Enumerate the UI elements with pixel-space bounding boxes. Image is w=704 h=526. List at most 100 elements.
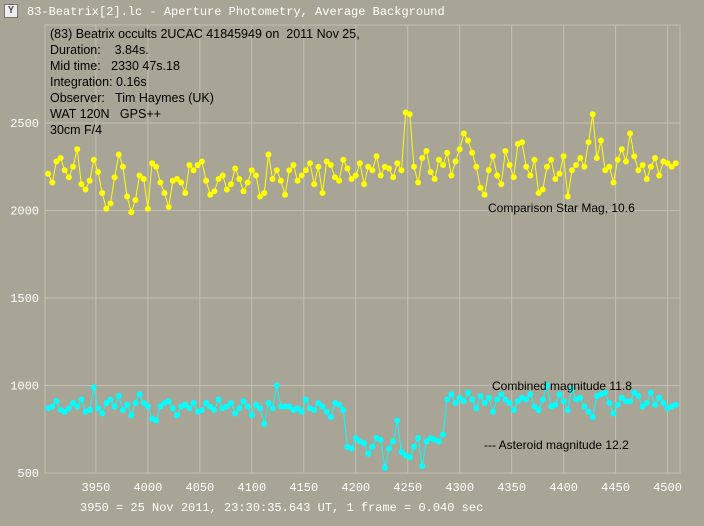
data-point xyxy=(215,396,222,403)
data-point xyxy=(672,401,679,408)
app-icon[interactable]: Ϋ xyxy=(4,4,18,18)
data-point xyxy=(656,172,663,179)
data-point xyxy=(539,186,546,193)
data-point xyxy=(232,165,239,172)
info-observer: Observer: Tim Haymes (UK) xyxy=(50,91,214,105)
data-point xyxy=(635,167,642,174)
data-point xyxy=(277,177,284,184)
data-point xyxy=(423,148,430,154)
data-point xyxy=(257,405,264,412)
data-point xyxy=(78,396,85,403)
data-point xyxy=(631,153,638,160)
data-point xyxy=(173,412,180,419)
data-point xyxy=(444,149,451,156)
data-point xyxy=(668,163,675,170)
data-point xyxy=(82,186,89,193)
data-point xyxy=(543,382,550,389)
data-point xyxy=(614,156,621,163)
data-point xyxy=(211,188,218,195)
x-tick-label: 4500 xyxy=(653,481,682,495)
data-point xyxy=(489,408,496,415)
comparison-series xyxy=(45,109,679,216)
data-point xyxy=(115,151,122,158)
data-point xyxy=(560,153,567,160)
data-point xyxy=(282,191,289,198)
data-point xyxy=(294,177,301,184)
data-point xyxy=(552,401,559,408)
data-point xyxy=(53,398,60,405)
data-point xyxy=(473,163,480,170)
data-point xyxy=(419,155,426,161)
data-point xyxy=(610,179,617,186)
x-tick-label: 4450 xyxy=(601,481,630,495)
data-point xyxy=(169,405,176,412)
data-point xyxy=(323,158,330,165)
data-point xyxy=(519,139,526,146)
data-point xyxy=(469,396,476,403)
data-point xyxy=(473,405,480,412)
data-point xyxy=(336,401,343,408)
data-point xyxy=(647,389,654,396)
data-point xyxy=(593,155,600,161)
data-point xyxy=(535,190,542,196)
data-point xyxy=(390,174,397,181)
data-point xyxy=(74,403,81,410)
data-point xyxy=(315,163,322,170)
data-point xyxy=(136,391,143,398)
data-point xyxy=(265,400,272,406)
data-point xyxy=(99,410,106,417)
data-point xyxy=(581,163,588,170)
data-point xyxy=(111,403,118,410)
data-point xyxy=(506,162,513,168)
y-tick-label: 2500 xyxy=(10,117,39,131)
data-point xyxy=(564,407,571,413)
data-point xyxy=(140,400,147,406)
data-point xyxy=(448,172,455,179)
y-tick-label: 2000 xyxy=(10,205,39,219)
data-point xyxy=(431,176,438,182)
data-point xyxy=(57,155,64,161)
data-point xyxy=(523,396,530,403)
data-point xyxy=(477,393,484,399)
x-tick-label: 4150 xyxy=(289,481,318,495)
data-point xyxy=(232,410,239,417)
x-tick-label: 3950 xyxy=(82,481,111,495)
data-point xyxy=(307,160,314,167)
data-point xyxy=(228,400,235,406)
data-point xyxy=(643,176,650,182)
data-point xyxy=(119,163,126,170)
data-point xyxy=(244,403,251,410)
data-point xyxy=(252,172,259,179)
y-axis-ticks: 500 1000 1500 2000 2500 xyxy=(10,117,39,481)
data-point xyxy=(386,165,393,172)
data-point xyxy=(115,393,122,399)
data-point xyxy=(286,167,293,174)
data-point xyxy=(331,174,338,181)
data-point xyxy=(585,139,592,146)
comparison-label: Comparison Star Mag, 10.6 xyxy=(488,201,635,215)
x-axis-ticks: 3950 4000 4050 4100 4150 4200 4250 4300 4350 4400… xyxy=(82,481,682,495)
data-point xyxy=(539,396,546,403)
window-title: 83-Beatrix[2].lc - Aperture Photometry, … xyxy=(27,5,445,19)
data-point xyxy=(589,414,596,420)
data-point xyxy=(573,162,580,168)
data-point xyxy=(211,407,218,413)
data-point xyxy=(86,407,93,413)
data-point xyxy=(273,167,280,174)
data-point xyxy=(298,408,305,415)
data-point xyxy=(124,401,131,408)
data-point xyxy=(302,167,309,174)
data-point xyxy=(672,160,679,167)
data-point xyxy=(494,172,501,179)
footer-timing: 3950 = 25 Nov 2011, 23:30:35.643 UT, 1 f… xyxy=(80,501,484,515)
data-point xyxy=(381,464,388,471)
asteroid-series xyxy=(45,382,679,471)
x-tick-label: 4400 xyxy=(549,481,578,495)
data-point xyxy=(273,382,280,389)
data-point xyxy=(502,148,509,154)
data-point xyxy=(348,176,355,182)
data-point xyxy=(240,398,247,405)
data-point xyxy=(469,149,476,156)
info-telescope: 30cm F/4 xyxy=(50,123,103,137)
